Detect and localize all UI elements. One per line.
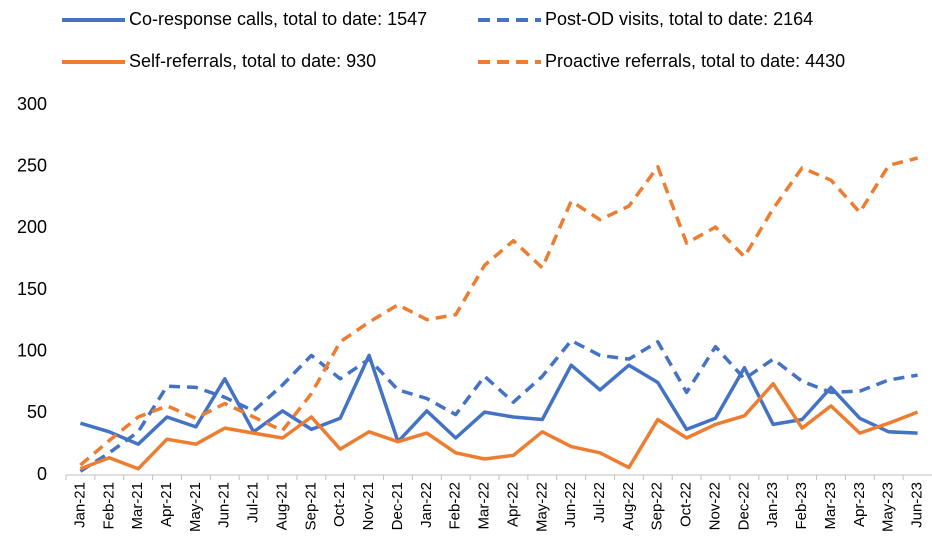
legend-label: Post-OD visits, total to date: 2164	[545, 9, 813, 29]
y-tick-label: 300	[17, 94, 47, 114]
x-tick-label: Dec-21	[389, 482, 406, 530]
x-tick-label: Oct-22	[678, 482, 695, 527]
x-tick-label: Mar-23	[822, 482, 839, 530]
x-tick-label: Jan-21	[71, 482, 88, 528]
x-tick-label: Feb-23	[793, 482, 810, 530]
x-tick-label: May-21	[187, 482, 204, 532]
x-tick-label: Aug-21	[273, 482, 290, 530]
x-tick-label: Nov-21	[360, 482, 377, 530]
legend-label: Self-referrals, total to date: 930	[129, 51, 376, 71]
y-tick-label: 50	[27, 402, 47, 422]
x-tick-label: Feb-21	[100, 482, 117, 530]
x-tick-label: Sep-22	[649, 482, 666, 530]
x-tick-label: Apr-22	[504, 482, 521, 527]
x-tick-label: Jan-23	[764, 482, 781, 528]
legend-label: Co-response calls, total to date: 1547	[129, 9, 427, 29]
y-tick-label: 150	[17, 279, 47, 299]
x-tick-label: Feb-22	[447, 482, 464, 530]
x-tick-label: Sep-21	[302, 482, 319, 530]
x-tick-label: Mar-21	[129, 482, 146, 530]
x-tick-label: Dec-22	[735, 482, 752, 530]
x-tick-label: Apr-21	[158, 482, 175, 527]
x-tick-label: Jul-21	[245, 482, 262, 523]
y-tick-label: 200	[17, 217, 47, 237]
x-tick-label: May-22	[533, 482, 550, 532]
x-tick-label: Jun-22	[562, 482, 579, 528]
x-tick-label: Jan-22	[418, 482, 435, 528]
series-line	[79, 381, 919, 471]
y-tick-label: 0	[37, 464, 47, 484]
x-tick-label: May-23	[880, 482, 897, 532]
series-line	[79, 353, 918, 446]
x-tick-label: Apr-23	[851, 482, 868, 527]
x-tick-label: Jun-23	[909, 482, 926, 528]
x-tick-label: Jul-22	[591, 482, 608, 523]
series-line	[79, 338, 918, 473]
y-tick-label: 250	[17, 155, 47, 175]
y-tick-label: 100	[17, 340, 47, 360]
x-tick-label: Mar-22	[476, 482, 493, 530]
series-line	[79, 156, 919, 467]
x-tick-label: Aug-22	[620, 482, 637, 530]
x-tick-label: Jun-21	[216, 482, 233, 528]
x-tick-label: Oct-21	[331, 482, 348, 527]
x-tick-label: Nov-22	[706, 482, 723, 530]
legend-label: Proactive referrals, total to date: 4430	[545, 51, 845, 71]
